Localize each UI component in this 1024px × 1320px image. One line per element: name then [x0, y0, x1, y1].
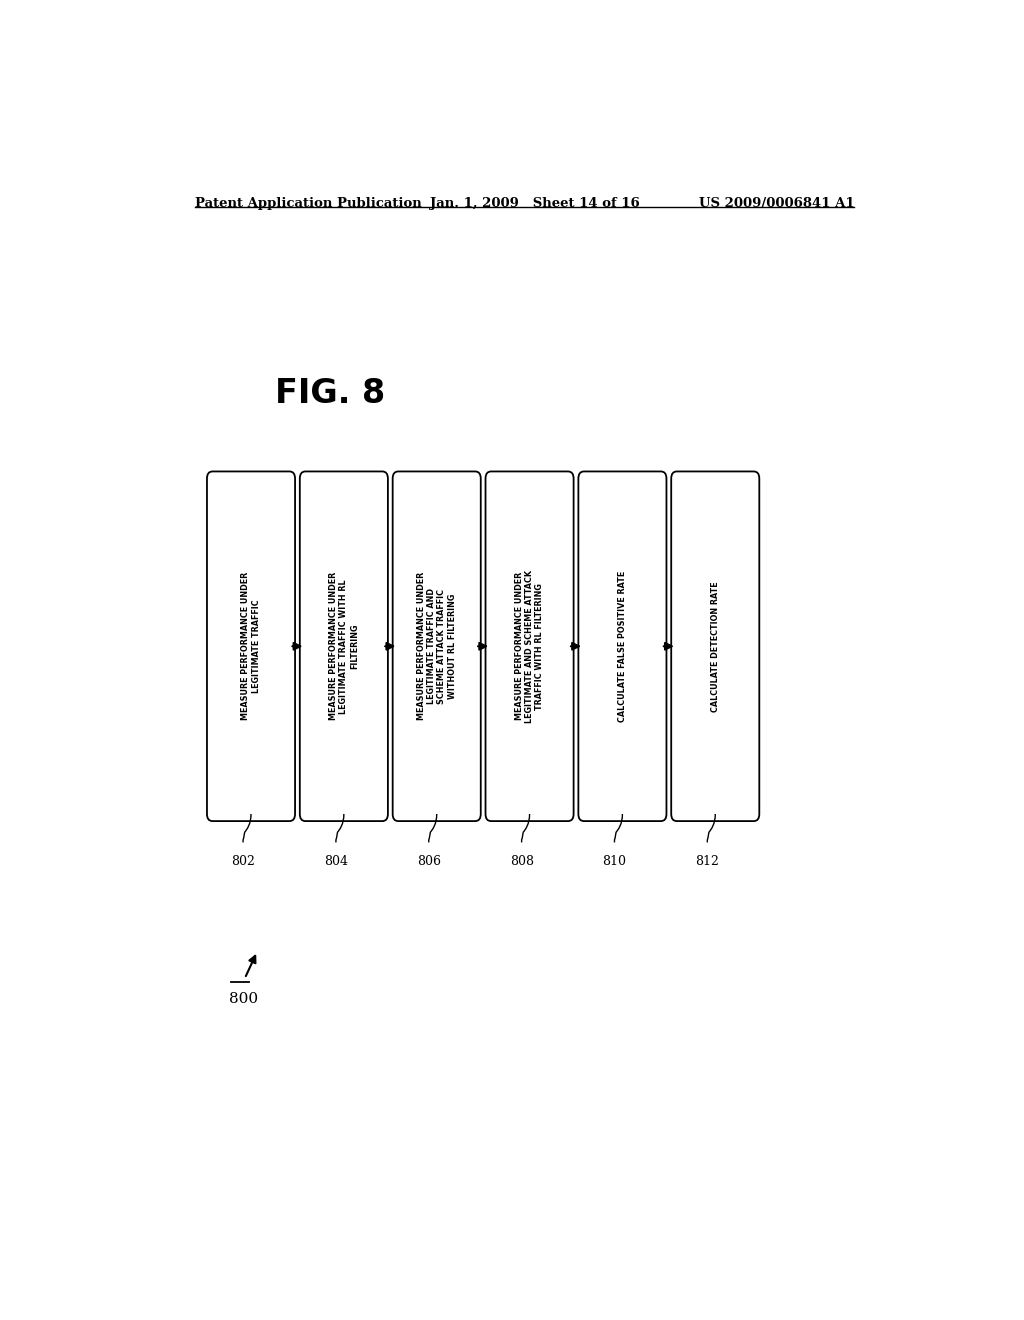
- Text: 808: 808: [510, 854, 534, 867]
- Text: 812: 812: [695, 854, 719, 867]
- Text: MEASURE PERFORMANCE UNDER
LEGITIMATE AND SCHEME ATTACK
TRAFFIC WITH RL FILTERING: MEASURE PERFORMANCE UNDER LEGITIMATE AND…: [515, 570, 545, 723]
- FancyBboxPatch shape: [579, 471, 667, 821]
- Text: 802: 802: [231, 854, 255, 867]
- FancyBboxPatch shape: [392, 471, 480, 821]
- Text: 800: 800: [228, 991, 258, 1006]
- Text: 810: 810: [602, 854, 627, 867]
- FancyBboxPatch shape: [207, 471, 295, 821]
- Text: FIG. 8: FIG. 8: [274, 378, 385, 411]
- Text: Patent Application Publication: Patent Application Publication: [196, 197, 422, 210]
- Text: Jan. 1, 2009   Sheet 14 of 16: Jan. 1, 2009 Sheet 14 of 16: [430, 197, 639, 210]
- FancyBboxPatch shape: [300, 471, 388, 821]
- Text: MEASURE PERFORMANCE UNDER
LEGITIMATE TRAFFIC: MEASURE PERFORMANCE UNDER LEGITIMATE TRA…: [242, 572, 261, 721]
- Text: MEASURE PERFORMANCE UNDER
LEGITIMATE TRAFFIC WITH RL
FILTERING: MEASURE PERFORMANCE UNDER LEGITIMATE TRA…: [329, 572, 358, 721]
- Text: CALCULATE FALSE POSITIVE RATE: CALCULATE FALSE POSITIVE RATE: [617, 570, 627, 722]
- Text: CALCULATE DETECTION RATE: CALCULATE DETECTION RATE: [711, 581, 720, 711]
- Text: 806: 806: [417, 854, 440, 867]
- FancyBboxPatch shape: [485, 471, 573, 821]
- FancyBboxPatch shape: [671, 471, 760, 821]
- Text: US 2009/0006841 A1: US 2009/0006841 A1: [699, 197, 855, 210]
- Text: MEASURE PERFORMANCE UNDER
LEGITIMATE TRAFFIC AND
SCHEME ATTACK TRAFFIC
WITHOUT R: MEASURE PERFORMANCE UNDER LEGITIMATE TRA…: [417, 572, 457, 721]
- Text: 804: 804: [324, 854, 348, 867]
